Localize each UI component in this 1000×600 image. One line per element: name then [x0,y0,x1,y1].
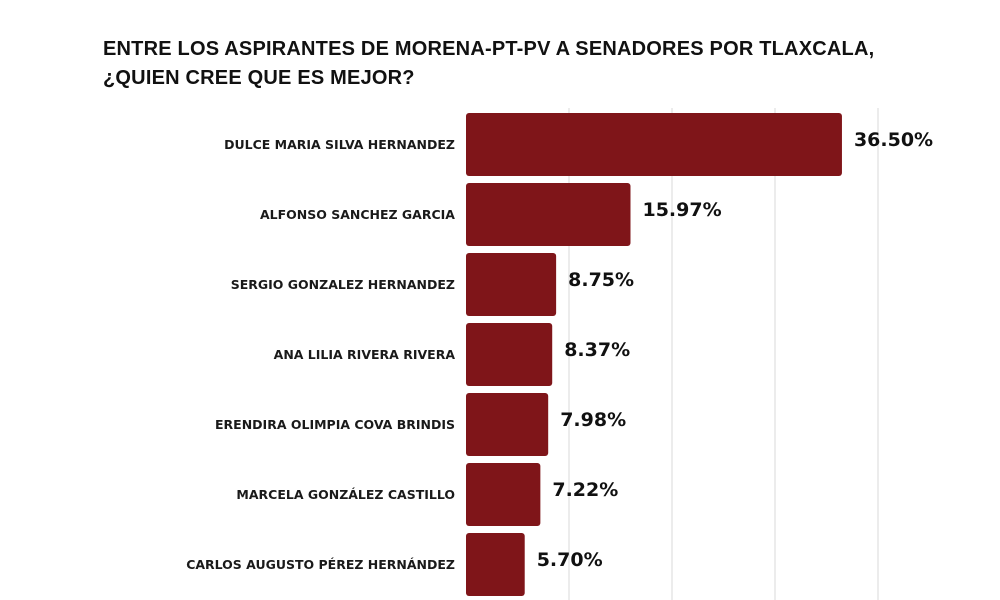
category-label: DULCE MARIA SILVA HERNANDEZ [224,137,455,152]
bar [466,113,842,176]
chart-title: ENTRE LOS ASPIRANTES DE MORENA-PT-PV A S… [103,35,963,93]
category-label: ANA LILIA RIVERA RIVERA [274,347,456,362]
bar [466,393,549,456]
bars [466,113,842,596]
labels: DULCE MARIA SILVA HERNANDEZ 36.50% ALFONSO… [186,129,933,572]
bar [466,253,557,316]
category-label: ALFONSO SANCHEZ GARCIA [260,207,455,222]
category-label: ERENDIRA OLIMPIA COVA BRINDIS [215,417,455,432]
bar [466,533,525,596]
chart-title-line-2: ¿QUIEN CREE QUE ES MEJOR? [103,67,415,89]
chart-title-line-1: ENTRE LOS ASPIRANTES DE MORENA-PT-PV A S… [103,38,875,60]
value-label: 36.50% [854,129,933,151]
value-label: 15.97% [642,199,721,221]
value-label: 8.37% [564,339,630,361]
bar [466,463,541,526]
value-label: 7.22% [552,479,618,501]
category-label: SERGIO GONZALEZ HERNANDEZ [231,277,455,292]
bar [466,183,631,246]
category-label: MARCELA GONZÁLEZ CASTILLO [236,487,455,502]
value-label: 7.98% [560,409,626,431]
bar [466,323,553,386]
category-label: CARLOS AUGUSTO PÉREZ HERNÁNDEZ [186,557,455,572]
value-label: 5.70% [537,549,603,571]
value-label: 8.75% [568,269,634,291]
